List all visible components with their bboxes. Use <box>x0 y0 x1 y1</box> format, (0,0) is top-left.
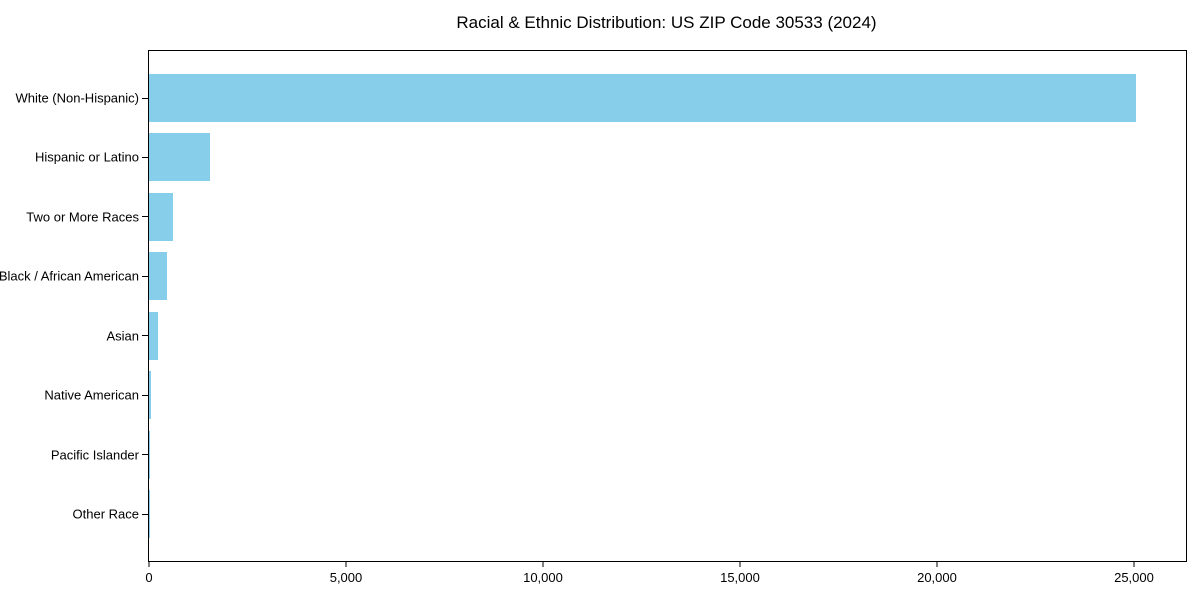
y-tick <box>142 394 148 396</box>
plot-area: White (Non-Hispanic) Hispanic or Latino Tw… <box>0 50 1187 585</box>
y-tick <box>142 335 148 337</box>
x-tick <box>542 561 544 567</box>
category-label: Black / African American <box>0 268 139 284</box>
y-tick <box>142 454 148 456</box>
x-tick <box>739 561 741 567</box>
x-tick-label: 20,000 <box>917 570 957 585</box>
bar <box>149 74 1136 122</box>
category-label: Native American <box>44 387 139 403</box>
y-tick <box>142 216 148 218</box>
x-tick <box>1133 561 1135 567</box>
bar <box>149 133 211 182</box>
bar <box>149 311 159 360</box>
bar <box>149 252 167 301</box>
x-tick-label: 10,000 <box>523 570 563 585</box>
y-tick <box>142 156 148 158</box>
y-tick <box>142 275 148 277</box>
bar <box>149 490 150 538</box>
category-label: Two or More Races <box>26 209 139 225</box>
category-label: Other Race <box>72 506 139 522</box>
bar <box>149 192 173 241</box>
y-tick <box>142 97 148 99</box>
bar <box>149 371 151 420</box>
category-label: Hispanic or Latino <box>34 149 139 165</box>
chart-title: Racial & Ethnic Distribution: US ZIP Cod… <box>456 13 877 32</box>
x-tick <box>936 561 938 567</box>
x-tick <box>345 561 347 567</box>
category-label: Pacific Islander <box>50 447 139 463</box>
category-label: Asian <box>106 328 139 344</box>
x-tick-label: 5,000 <box>329 570 363 585</box>
y-tick <box>142 513 148 515</box>
category-label: White (Non-Hispanic) <box>15 90 139 106</box>
x-tick <box>148 561 150 567</box>
x-tick-label: 0 <box>145 570 153 585</box>
x-tick-label: 15,000 <box>720 570 760 585</box>
x-tick-label: 25,000 <box>1114 570 1154 585</box>
